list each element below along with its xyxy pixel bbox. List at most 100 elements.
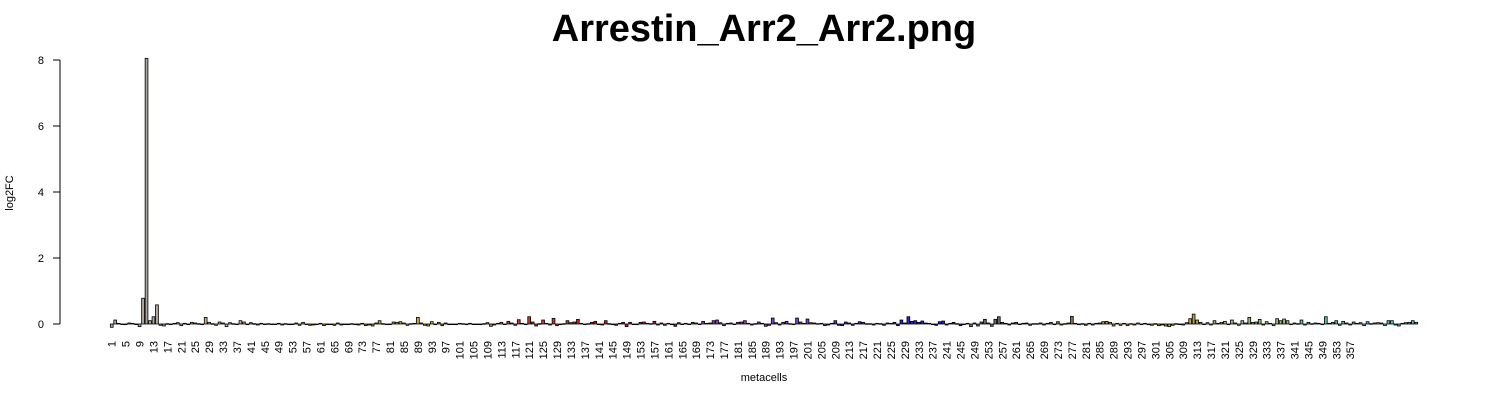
bar xyxy=(781,321,785,325)
bar xyxy=(1355,322,1359,325)
bar xyxy=(923,322,928,325)
bar xyxy=(1271,323,1276,327)
bar xyxy=(704,322,709,325)
bar xyxy=(224,323,229,328)
bar xyxy=(631,323,636,326)
bar xyxy=(878,323,883,325)
bar xyxy=(739,321,744,325)
bar xyxy=(109,323,114,328)
bar xyxy=(443,322,448,325)
x-tick-label: 141 xyxy=(594,341,606,359)
x-tick-label: 65 xyxy=(329,341,341,353)
bar xyxy=(290,323,295,326)
bar xyxy=(402,322,406,325)
bar xyxy=(1122,322,1126,325)
bar xyxy=(1400,322,1405,325)
bar xyxy=(551,317,556,325)
bar xyxy=(649,323,653,325)
bar xyxy=(683,322,688,325)
bar xyxy=(1337,323,1342,326)
bar xyxy=(489,323,493,327)
bar xyxy=(162,323,166,327)
x-tick-label: 325 xyxy=(1234,341,1246,359)
bar xyxy=(315,323,319,326)
bar xyxy=(986,322,991,325)
bar xyxy=(172,322,177,325)
bar xyxy=(941,320,945,325)
bar xyxy=(753,323,758,325)
x-tick-label: 345 xyxy=(1303,341,1315,359)
bar xyxy=(336,322,340,325)
bar xyxy=(1174,323,1179,325)
bar xyxy=(1143,322,1147,325)
x-tick-label: 217 xyxy=(858,341,870,359)
x-tick-label: 73 xyxy=(357,341,369,353)
x-tick-label: 121 xyxy=(524,341,536,359)
bar xyxy=(847,322,852,325)
bar xyxy=(645,322,650,325)
bar xyxy=(231,323,236,325)
bar xyxy=(972,322,977,325)
bar xyxy=(690,321,695,325)
x-tick-label: 5 xyxy=(121,341,133,347)
bar xyxy=(1115,322,1119,325)
x-tick-label: 157 xyxy=(649,341,661,359)
x-tick-label: 117 xyxy=(510,341,522,359)
bar xyxy=(252,323,257,325)
bar xyxy=(1198,321,1203,325)
x-tick-label: 241 xyxy=(942,341,954,359)
bar xyxy=(482,323,486,325)
bar xyxy=(610,323,615,326)
bar xyxy=(384,323,389,326)
bar xyxy=(1358,322,1363,325)
bar xyxy=(367,323,371,326)
x-tick-label: 337 xyxy=(1276,341,1288,359)
bar xyxy=(283,323,288,325)
bar xyxy=(732,323,737,326)
x-tick-label: 85 xyxy=(399,341,411,353)
bar xyxy=(1404,322,1408,325)
bar xyxy=(242,321,246,325)
bar xyxy=(1233,322,1238,325)
bar xyxy=(1209,323,1213,326)
x-tick-label: 209 xyxy=(830,341,842,359)
x-tick-label: 197 xyxy=(789,341,801,359)
bar xyxy=(429,321,434,325)
x-tick-label: 281 xyxy=(1081,341,1093,359)
bar xyxy=(263,323,267,326)
bar xyxy=(144,57,149,325)
bar xyxy=(544,322,549,325)
bar xyxy=(850,323,855,326)
bar xyxy=(1244,322,1248,325)
bar xyxy=(708,322,712,325)
bar xyxy=(1101,321,1105,325)
x-tick-label: 305 xyxy=(1164,341,1176,359)
bar xyxy=(1139,323,1144,326)
x-tick-label: 45 xyxy=(260,341,272,353)
x-tick-label: 33 xyxy=(218,341,230,353)
x-tick-label: 133 xyxy=(566,341,578,359)
bar xyxy=(882,323,886,326)
x-tick-label: 221 xyxy=(872,341,884,359)
y-axis: 0 2 4 6 8 xyxy=(38,55,61,331)
bar xyxy=(596,323,601,326)
bar xyxy=(962,323,966,326)
x-tick-label: 137 xyxy=(580,341,592,359)
bar xyxy=(259,322,264,325)
bar xyxy=(318,322,323,325)
bar xyxy=(607,323,611,325)
x-tick-label: 81 xyxy=(385,341,397,353)
bar xyxy=(416,316,420,325)
bar xyxy=(756,321,761,325)
bar xyxy=(158,323,163,326)
bar xyxy=(1365,321,1370,325)
bar xyxy=(1407,321,1412,325)
bar xyxy=(1003,322,1008,325)
bar xyxy=(1167,323,1172,328)
bar xyxy=(1028,323,1032,326)
x-tick-label: 1 xyxy=(107,341,119,347)
bar xyxy=(273,323,278,326)
bar xyxy=(356,323,361,326)
bar xyxy=(527,316,531,325)
bar xyxy=(1219,321,1224,325)
